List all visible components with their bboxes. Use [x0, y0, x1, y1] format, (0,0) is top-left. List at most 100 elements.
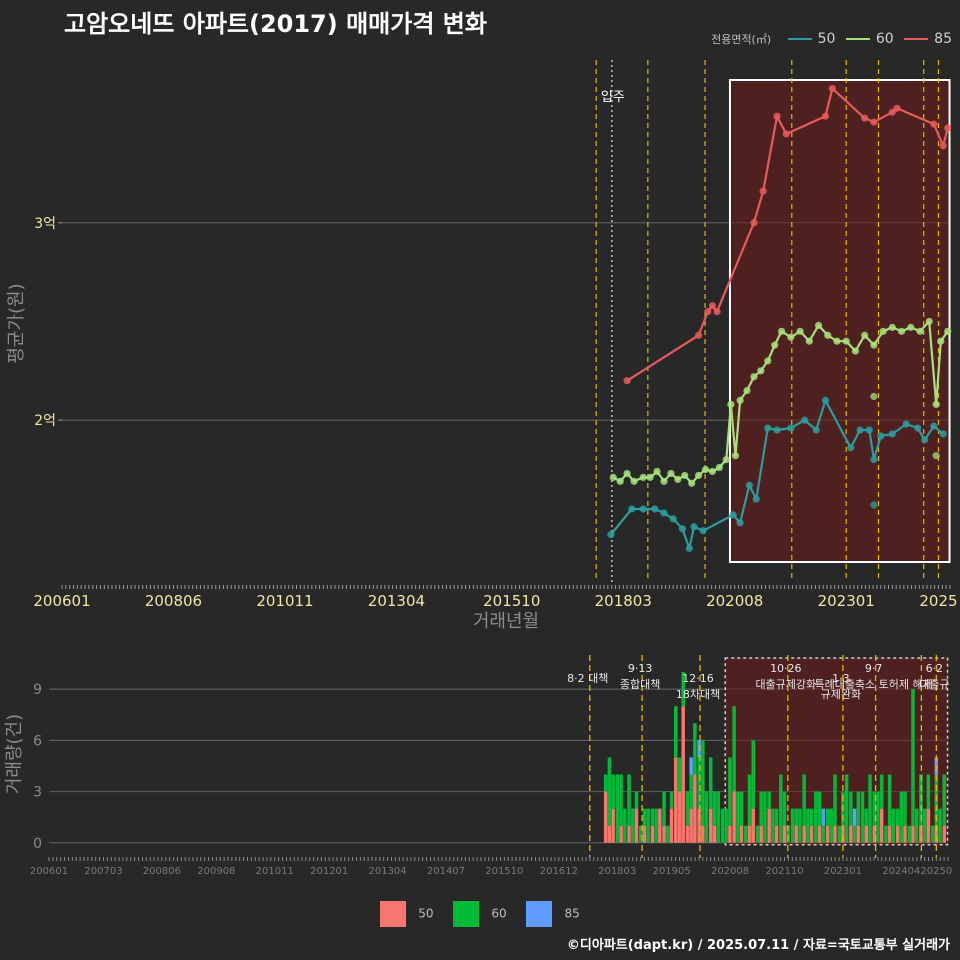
bar-60: [744, 825, 748, 843]
bar-50: [872, 825, 876, 843]
bar-50: [879, 808, 884, 843]
point-60: [925, 317, 933, 326]
bar-60: [856, 791, 861, 826]
legend-top-item-60: 60: [845, 31, 894, 47]
point-85: [773, 112, 781, 120]
point-50: [939, 430, 947, 438]
bar-50: [802, 825, 806, 843]
x-tick-label: 200601: [30, 866, 68, 877]
point-60: [750, 373, 758, 381]
legend-bottom-item-85: 85: [526, 901, 580, 927]
x-tick-label: 201803: [595, 592, 652, 610]
bar-60: [634, 791, 639, 809]
bar-60: [697, 757, 701, 809]
point-60: [916, 327, 924, 335]
point-60: [907, 323, 915, 331]
point-60: [674, 475, 682, 483]
point-50: [930, 422, 938, 430]
point-50: [847, 444, 855, 452]
bar-60: [844, 774, 849, 843]
point-50: [651, 505, 659, 513]
legend-top-title: 전용면적(㎡): [711, 33, 772, 46]
bar-50: [627, 825, 631, 843]
point-60: [616, 477, 624, 485]
bar-50: [709, 808, 713, 843]
legend-bottom-label-85: 85: [564, 906, 580, 921]
bar-50: [856, 825, 861, 843]
point-60: [778, 327, 786, 335]
bar-50: [887, 825, 892, 843]
point-60: [630, 477, 638, 485]
bar-60: [767, 791, 771, 809]
bar-85: [821, 808, 826, 826]
bar-50: [619, 825, 623, 843]
point-50: [870, 456, 878, 464]
point-60: [688, 479, 696, 487]
bar-85: [697, 740, 701, 758]
x-tick-label: 202404: [882, 866, 920, 877]
policy-name-label: 특례대출축소 토허제 해제: [814, 677, 932, 691]
point-50: [888, 430, 896, 438]
bar-50: [794, 825, 798, 843]
bar-50: [642, 825, 647, 843]
bar-50: [817, 825, 822, 843]
y-tick-label: 6: [33, 733, 42, 749]
highlight-region: [728, 79, 951, 563]
point-60: [870, 341, 878, 349]
bar-60: [837, 825, 841, 843]
bar-60: [720, 808, 725, 843]
policy-date-label: 9·13: [628, 662, 653, 675]
bar-60: [724, 808, 728, 843]
x-tick-label: 200908: [197, 866, 235, 877]
bar-60: [907, 825, 911, 843]
bar-50: [895, 825, 900, 843]
bar-60: [677, 757, 682, 792]
point-60: [932, 452, 940, 460]
bar-60: [681, 672, 685, 707]
y-tick-label: 3: [33, 785, 42, 801]
x-tick-label: 201011: [256, 592, 313, 610]
point-85: [704, 307, 712, 316]
bar-50: [611, 808, 615, 843]
x-tick-label: 202008: [711, 866, 749, 877]
point-50: [812, 426, 820, 434]
bar-50: [911, 825, 915, 843]
point-60: [722, 456, 730, 464]
bar-60: [814, 791, 818, 843]
point-60: [851, 347, 860, 355]
bar-50: [739, 825, 744, 843]
bar-50: [728, 825, 732, 843]
x-tick-label: 201803: [598, 866, 636, 877]
point-60: [932, 400, 940, 408]
bar-60: [903, 791, 907, 826]
policy-date-label: 9·7: [865, 662, 883, 675]
bar-60: [650, 808, 655, 826]
point-60: [764, 357, 772, 365]
point-50: [801, 416, 809, 424]
bar-50: [774, 825, 779, 843]
y-tick-label: 2억: [34, 413, 56, 429]
bar-60: [864, 808, 869, 826]
point-85: [782, 130, 790, 138]
price-chart: 2억 3억 입주 200601 200806 201011 201304 201510 2018…: [6, 60, 958, 632]
policy-name-label: 18차대책: [676, 688, 720, 701]
bar-50: [693, 774, 697, 843]
bar-50: [759, 825, 763, 843]
bar-50: [849, 825, 853, 843]
point-60: [736, 396, 744, 405]
bar-60: [631, 808, 635, 843]
point-85: [694, 331, 703, 339]
bar-50: [767, 808, 771, 843]
bar-60: [732, 706, 736, 792]
policy-name-label: 종합대책: [620, 678, 660, 691]
point-50: [865, 426, 873, 434]
policy-date-label: 6·2: [926, 662, 944, 675]
point-60: [646, 473, 654, 481]
bar-60: [627, 774, 631, 826]
bar-50: [864, 825, 869, 843]
point-50: [699, 527, 707, 535]
legend-top-item-50: 50: [787, 31, 835, 47]
point-60: [861, 331, 869, 339]
bar-60: [712, 791, 717, 826]
point-85: [930, 120, 938, 128]
